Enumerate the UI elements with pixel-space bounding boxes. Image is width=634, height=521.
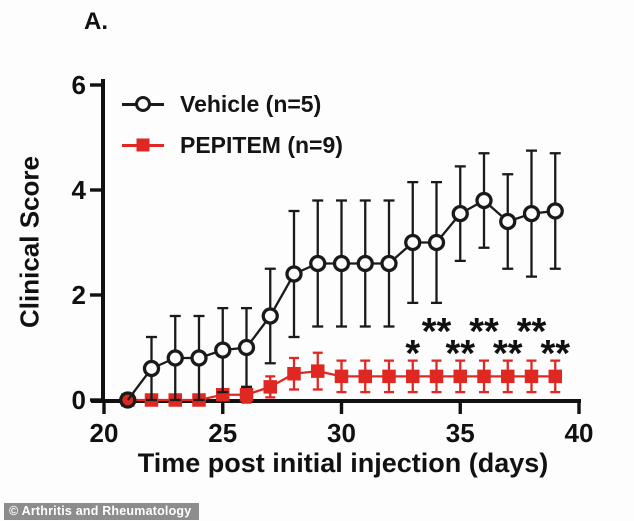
vehicle-data-point	[309, 254, 327, 273]
vehicle-data-point	[119, 391, 137, 409]
pepitem-data-point	[429, 369, 444, 384]
vehicle-data-point	[237, 338, 256, 357]
x-tick-label: 35	[446, 418, 475, 448]
x-tick-label: 20	[90, 418, 119, 448]
significance-marker: **	[422, 311, 452, 353]
pepitem-data-point	[358, 369, 372, 384]
legend-item-pepitem: PEPITEM (n=9)	[122, 132, 343, 158]
pepitem-data-point	[334, 369, 349, 384]
pepitem-data-point	[287, 367, 301, 381]
vehicle-data-point	[499, 212, 517, 231]
legend: Vehicle (n=5) PEPITEM (n=9)	[122, 91, 343, 173]
vehicle-circle-icon	[135, 96, 151, 112]
panel-label: A.	[84, 8, 108, 35]
x-tick-label: 25	[208, 418, 237, 448]
y-tick-label: 6	[72, 70, 86, 100]
y-tick-label: 2	[72, 280, 86, 310]
vehicle-data-point	[166, 349, 184, 367]
significance-marker: **	[517, 311, 547, 353]
y-axis-label: Clinical Score	[14, 156, 45, 328]
pepitem-square-icon	[122, 135, 164, 155]
pepitem-data-point	[406, 369, 420, 384]
journal-watermark: © Arthritis and Rheumatology	[4, 503, 200, 520]
significance-marker: **	[540, 333, 570, 375]
vehicle-data-point	[522, 204, 541, 223]
vehicle-data-point	[475, 191, 493, 210]
vehicle-data-point	[261, 307, 279, 325]
significance-marker: **	[445, 333, 475, 375]
legend-label-pepitem: PEPITEM (n=9)	[180, 131, 343, 158]
pepitem-data-point	[263, 380, 277, 394]
legend-item-vehicle: Vehicle (n=5)	[122, 91, 343, 117]
vehicle-data-point	[332, 254, 351, 273]
pepitem-filled-square-icon	[136, 138, 150, 152]
pepitem-data-point	[501, 369, 515, 384]
pepitem-data-point	[382, 369, 396, 384]
x-axis-label: Time post initial injection (days)	[137, 448, 549, 478]
y-tick-label: 0	[72, 385, 86, 415]
vehicle-open-circle-icon	[122, 94, 164, 114]
vehicle-data-point	[380, 254, 398, 273]
vehicle-data-point	[404, 233, 422, 252]
y-tick-label: 4	[72, 175, 87, 205]
vehicle-data-point	[142, 359, 161, 378]
significance-marker: *	[405, 333, 420, 375]
pepitem-data-point	[453, 369, 467, 384]
pepitem-data-point	[311, 364, 325, 378]
vehicle-data-point	[356, 254, 374, 273]
vehicle-data-point	[451, 204, 469, 223]
x-tick-label: 40	[565, 418, 594, 448]
vehicle-data-point	[190, 349, 208, 367]
significance-marker: **	[493, 333, 523, 375]
significance-marker: **	[469, 311, 499, 353]
significance-annotations: *************	[405, 311, 570, 375]
pepitem-data-point	[548, 369, 562, 384]
legend-label-vehicle: Vehicle (n=5)	[180, 90, 322, 117]
vehicle-data-point	[427, 233, 446, 252]
vehicle-data-point	[214, 341, 232, 359]
vehicle-data-point	[546, 202, 564, 220]
pepitem-data-point	[239, 388, 254, 402]
pepitem-data-point	[524, 369, 539, 384]
vehicle-data-point	[285, 265, 303, 283]
pepitem-data-point	[477, 369, 491, 384]
x-tick-label: 30	[327, 418, 356, 448]
vehicle-series	[119, 149, 564, 409]
